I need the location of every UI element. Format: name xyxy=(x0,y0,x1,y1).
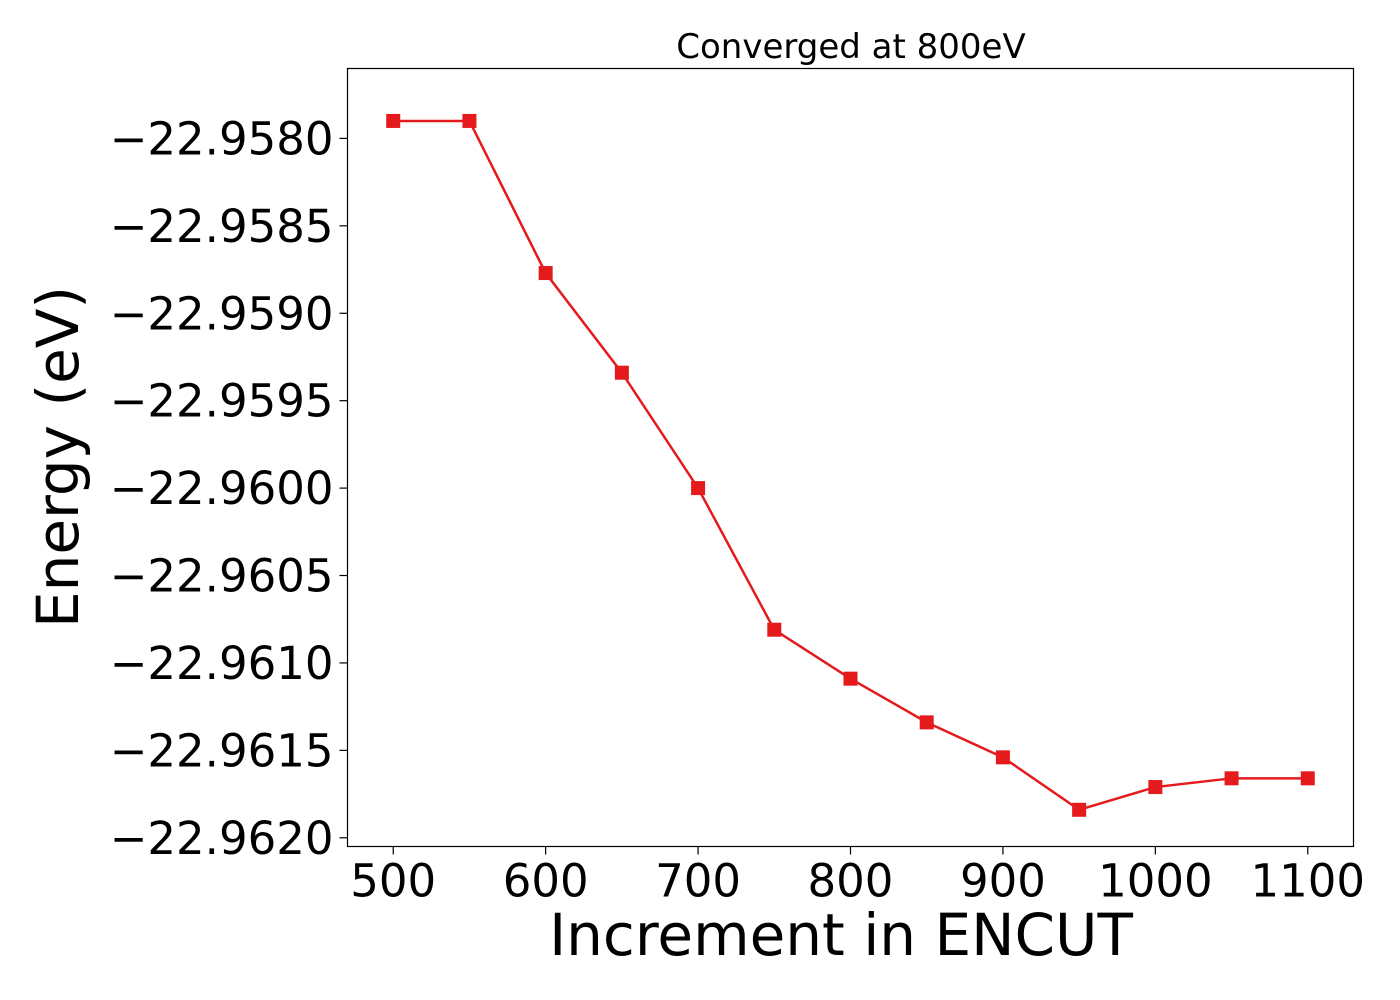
x-axis-label: Increment in ENCUT xyxy=(549,901,1133,969)
y-axis-ticks: −22.9580 −22.9585 −22.9590 −22.9595 −22.9600… xyxy=(110,112,348,865)
y-tick-label: −22.9585 xyxy=(110,200,334,253)
series-layer xyxy=(386,113,1315,817)
data-point-marker xyxy=(1072,802,1087,817)
y-tick-label: −22.9600 xyxy=(110,462,334,515)
data-point-marker xyxy=(843,671,858,686)
y-tick-label: −22.9620 xyxy=(110,812,334,865)
x-tick-label: 900 xyxy=(960,855,1046,908)
y-tick-label: −22.9610 xyxy=(110,637,334,690)
data-point-marker xyxy=(386,113,401,128)
x-axis-ticks: 500 600 700 800 900 1000 1100 xyxy=(350,846,1366,908)
data-point-marker xyxy=(1224,771,1239,786)
data-point-marker xyxy=(1300,771,1315,786)
y-tick-label: −22.9605 xyxy=(110,550,334,603)
x-tick-label: 600 xyxy=(503,855,589,908)
y-tick-label: −22.9615 xyxy=(110,724,334,777)
x-tick-label: 700 xyxy=(655,855,741,908)
plot-area-frame xyxy=(346,67,1355,848)
y-axis-label: Energy (eV) xyxy=(24,286,92,628)
x-tick-label: 500 xyxy=(350,855,436,908)
x-tick-label: 800 xyxy=(808,855,894,908)
y-tick-label: −22.9595 xyxy=(110,375,334,428)
y-tick-label: −22.9590 xyxy=(110,287,334,340)
chart-title: Converged at 800eV xyxy=(676,27,1025,67)
data-point-marker xyxy=(538,266,553,281)
y-tick-label: −22.9580 xyxy=(110,112,334,165)
data-point-marker xyxy=(995,750,1010,765)
data-point-marker xyxy=(614,365,629,380)
data-point-marker xyxy=(1148,780,1163,795)
x-tick-label: 1100 xyxy=(1251,855,1366,908)
data-point-marker xyxy=(919,715,934,730)
x-tick-label: 1000 xyxy=(1098,855,1213,908)
series-line xyxy=(393,119,1308,812)
data-point-marker xyxy=(767,622,782,637)
data-point-marker xyxy=(691,481,706,496)
data-point-marker xyxy=(462,113,477,128)
